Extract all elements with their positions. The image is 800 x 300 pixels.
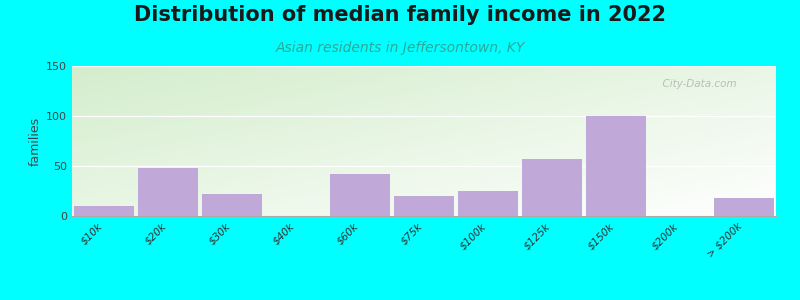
Text: Asian residents in Jeffersontown, KY: Asian residents in Jeffersontown, KY — [275, 41, 525, 55]
Bar — [522, 159, 582, 216]
Bar — [202, 194, 262, 216]
Y-axis label: families: families — [29, 116, 42, 166]
Bar — [138, 168, 198, 216]
Bar — [458, 191, 518, 216]
Text: City-Data.com: City-Data.com — [656, 79, 737, 89]
Bar — [394, 196, 454, 216]
Bar — [714, 198, 774, 216]
Text: Distribution of median family income in 2022: Distribution of median family income in … — [134, 5, 666, 25]
Bar — [330, 174, 390, 216]
Bar — [586, 116, 646, 216]
Bar — [74, 206, 134, 216]
